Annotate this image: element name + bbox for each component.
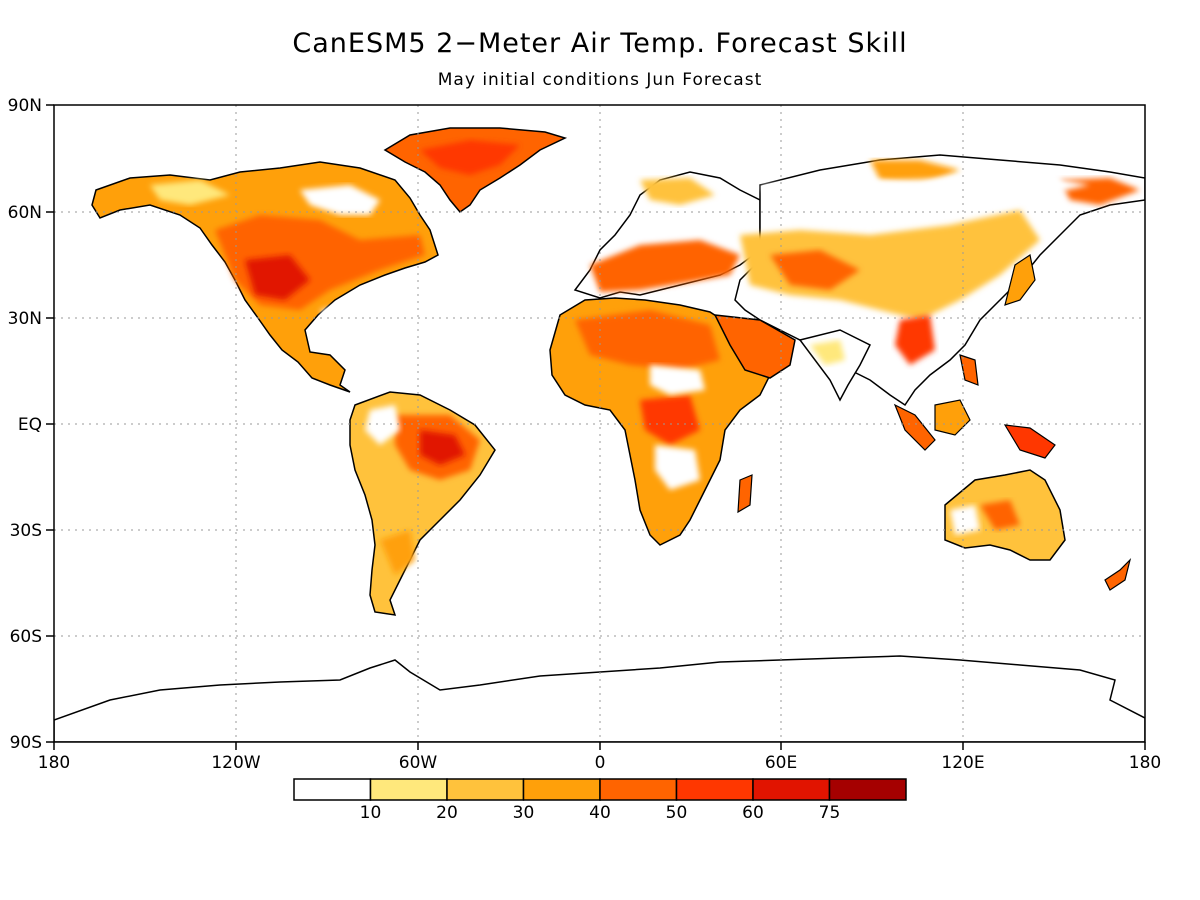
lat-label: 90S xyxy=(10,733,42,753)
colorbar-label: 20 xyxy=(436,803,458,823)
colorbar-label: 40 xyxy=(589,803,611,823)
map-gridlines xyxy=(54,105,1145,742)
longitude-labels: 180 120W 60W 0 60E 120E 180 xyxy=(38,753,1161,773)
lon-label: 120E xyxy=(941,753,984,773)
colorbar-swatch xyxy=(446,778,525,801)
colorbar-swatch xyxy=(522,778,601,801)
colorbar-swatch xyxy=(369,778,448,801)
colorbar-swatch xyxy=(293,778,372,801)
colorbar-label: 60 xyxy=(742,803,764,823)
colorbar-label: 50 xyxy=(666,803,688,823)
lat-label: 30N xyxy=(8,309,42,329)
lat-label: 60N xyxy=(8,203,42,223)
colorbar-label: 30 xyxy=(513,803,535,823)
colorbar-label: 10 xyxy=(360,803,382,823)
lon-label: 120W xyxy=(211,753,260,773)
colorbar-swatch xyxy=(675,778,754,801)
map-subtitle: May initial conditions Jun Forecast xyxy=(437,70,763,90)
axis-ticks xyxy=(46,104,1146,750)
lon-label: 60W xyxy=(399,753,438,773)
lon-label: 60E xyxy=(765,753,797,773)
colorbar-label: 75 xyxy=(819,803,841,823)
lat-label: 90N xyxy=(8,96,42,116)
map-title: CanESM5 2−Meter Air Temp. Forecast Skill xyxy=(292,28,908,59)
colorbar-swatch xyxy=(828,778,907,801)
lat-label: EQ xyxy=(18,415,42,435)
latitude-labels: 90N 60N 30N EQ 30S 60S 90S xyxy=(8,96,42,753)
colorbar-swatch xyxy=(752,778,831,801)
colorbar-swatch xyxy=(599,778,678,801)
lat-label: 60S xyxy=(10,627,42,647)
colorbar: 10 20 30 40 50 60 75 xyxy=(293,778,907,823)
lon-label: 0 xyxy=(595,753,606,773)
land-shading xyxy=(54,127,1145,742)
lon-label: 180 xyxy=(38,753,70,773)
lon-label: 180 xyxy=(1129,753,1161,773)
lat-label: 30S xyxy=(10,521,42,541)
antarctica-land xyxy=(54,655,1145,742)
